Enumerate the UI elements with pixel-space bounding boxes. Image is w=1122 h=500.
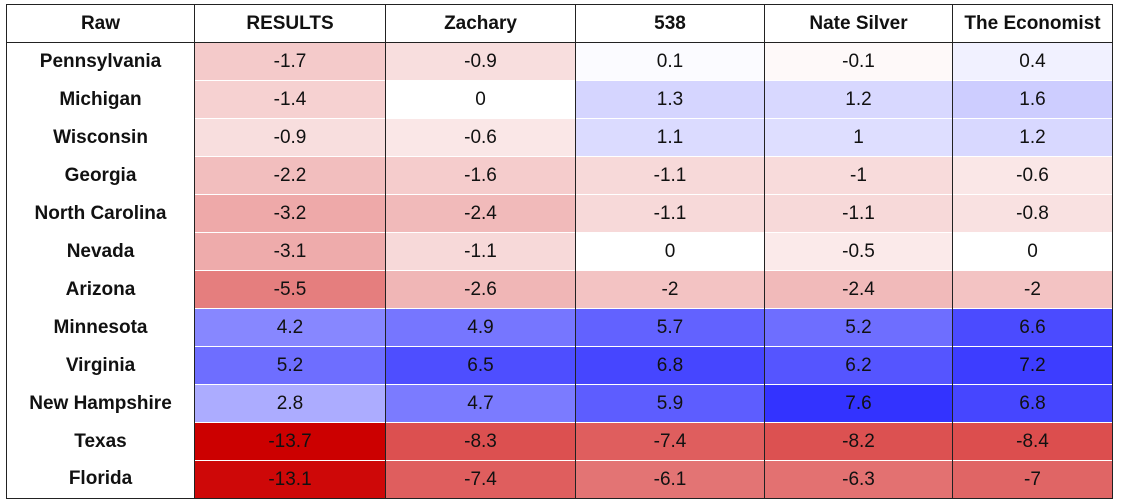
heat-cell: -1.1 (575, 156, 765, 195)
heat-cell: -0.5 (764, 232, 953, 271)
header-row: Raw RESULTS Zachary 538 Nate Silver The … (6, 4, 1113, 43)
heat-cell: -6.1 (575, 460, 765, 499)
heat-cell: -13.7 (194, 422, 386, 461)
table-row: Arizona -5.5 -2.6 -2 -2.4 -2 (6, 270, 1113, 309)
heat-cell: 4.9 (385, 308, 576, 347)
heat-cell: 1.3 (575, 80, 765, 119)
heatmap-table-container: Raw RESULTS Zachary 538 Nate Silver The … (6, 4, 1113, 499)
column-header-results: RESULTS (194, 4, 386, 43)
heat-cell: 1.6 (952, 80, 1113, 119)
heat-cell: 7.2 (952, 346, 1113, 385)
heat-cell: -2 (952, 270, 1113, 309)
heat-cell: 7.6 (764, 384, 953, 423)
table-row: Pennsylvania -1.7 -0.9 0.1 -0.1 0.4 (6, 42, 1113, 81)
row-label: Wisconsin (6, 118, 195, 157)
heat-cell: -1.1 (575, 194, 765, 233)
heat-cell: 5.2 (764, 308, 953, 347)
heat-cell: -1 (764, 156, 953, 195)
heat-cell: 0 (575, 232, 765, 271)
row-label: Georgia (6, 156, 195, 195)
heat-cell: -2 (575, 270, 765, 309)
heat-cell: -3.2 (194, 194, 386, 233)
heat-cell: 4.7 (385, 384, 576, 423)
table-row: Georgia -2.2 -1.6 -1.1 -1 -0.6 (6, 156, 1113, 195)
heat-cell: 2.8 (194, 384, 386, 423)
heat-cell: -1.7 (194, 42, 386, 81)
heat-cell: 5.7 (575, 308, 765, 347)
row-label: Minnesota (6, 308, 195, 347)
heat-cell: -13.1 (194, 460, 386, 499)
table-row: Virginia 5.2 6.5 6.8 6.2 7.2 (6, 346, 1113, 385)
heat-cell: -0.9 (194, 118, 386, 157)
heat-cell: 0 (952, 232, 1113, 271)
heat-cell: -7.4 (385, 460, 576, 499)
row-label: Florida (6, 460, 195, 499)
row-label: Michigan (6, 80, 195, 119)
table-row: New Hampshire 2.8 4.7 5.9 7.6 6.8 (6, 384, 1113, 423)
row-label: New Hampshire (6, 384, 195, 423)
column-header-the-economist: The Economist (952, 4, 1113, 43)
table-row: Nevada -3.1 -1.1 0 -0.5 0 (6, 232, 1113, 271)
row-label: Nevada (6, 232, 195, 271)
heat-cell: -0.9 (385, 42, 576, 81)
heatmap-body: Pennsylvania -1.7 -0.9 0.1 -0.1 0.4 Michigan -1… (6, 42, 1113, 499)
heat-cell: -8.3 (385, 422, 576, 461)
heat-cell: 5.9 (575, 384, 765, 423)
table-row: Wisconsin -0.9 -0.6 1.1 1 1.2 (6, 118, 1113, 157)
row-label: Virginia (6, 346, 195, 385)
heat-cell: -0.6 (952, 156, 1113, 195)
table-row: Michigan -1.4 0 1.3 1.2 1.6 (6, 80, 1113, 119)
heat-cell: -0.6 (385, 118, 576, 157)
heat-cell: 5.2 (194, 346, 386, 385)
heat-cell: 6.8 (952, 384, 1113, 423)
heat-cell: 6.5 (385, 346, 576, 385)
heat-cell: 1.2 (764, 80, 953, 119)
heat-cell: -1.4 (194, 80, 386, 119)
forecast-heatmap-table: Raw RESULTS Zachary 538 Nate Silver The … (6, 4, 1113, 499)
column-header-raw: Raw (6, 4, 195, 43)
table-row: North Carolina -3.2 -2.4 -1.1 -1.1 -0.8 (6, 194, 1113, 233)
heat-cell: 6.2 (764, 346, 953, 385)
table-row: Texas -13.7 -8.3 -7.4 -8.2 -8.4 (6, 422, 1113, 461)
heat-cell: -8.2 (764, 422, 953, 461)
row-label: Pennsylvania (6, 42, 195, 81)
heat-cell: 0 (385, 80, 576, 119)
heat-cell: -6.3 (764, 460, 953, 499)
column-header-nate-silver: Nate Silver (764, 4, 953, 43)
heat-cell: -2.4 (764, 270, 953, 309)
heat-cell: -7 (952, 460, 1113, 499)
column-header-zachary: Zachary (385, 4, 576, 43)
heat-cell: 4.2 (194, 308, 386, 347)
heat-cell: 0.1 (575, 42, 765, 81)
table-row: Minnesota 4.2 4.9 5.7 5.2 6.6 (6, 308, 1113, 347)
row-label: Arizona (6, 270, 195, 309)
heat-cell: 1.1 (575, 118, 765, 157)
heat-cell: -0.8 (952, 194, 1113, 233)
table-row: Florida -13.1 -7.4 -6.1 -6.3 -7 (6, 460, 1113, 499)
heat-cell: 1 (764, 118, 953, 157)
row-label: Texas (6, 422, 195, 461)
heat-cell: -5.5 (194, 270, 386, 309)
heat-cell: -1.1 (385, 232, 576, 271)
heat-cell: -1.6 (385, 156, 576, 195)
heat-cell: -2.2 (194, 156, 386, 195)
heat-cell: -7.4 (575, 422, 765, 461)
heat-cell: -3.1 (194, 232, 386, 271)
heat-cell: 1.2 (952, 118, 1113, 157)
heat-cell: -0.1 (764, 42, 953, 81)
heat-cell: -2.4 (385, 194, 576, 233)
heat-cell: 0.4 (952, 42, 1113, 81)
heat-cell: -8.4 (952, 422, 1113, 461)
heat-cell: -1.1 (764, 194, 953, 233)
heat-cell: 6.8 (575, 346, 765, 385)
column-header-538: 538 (575, 4, 765, 43)
row-label: North Carolina (6, 194, 195, 233)
heat-cell: -2.6 (385, 270, 576, 309)
heat-cell: 6.6 (952, 308, 1113, 347)
